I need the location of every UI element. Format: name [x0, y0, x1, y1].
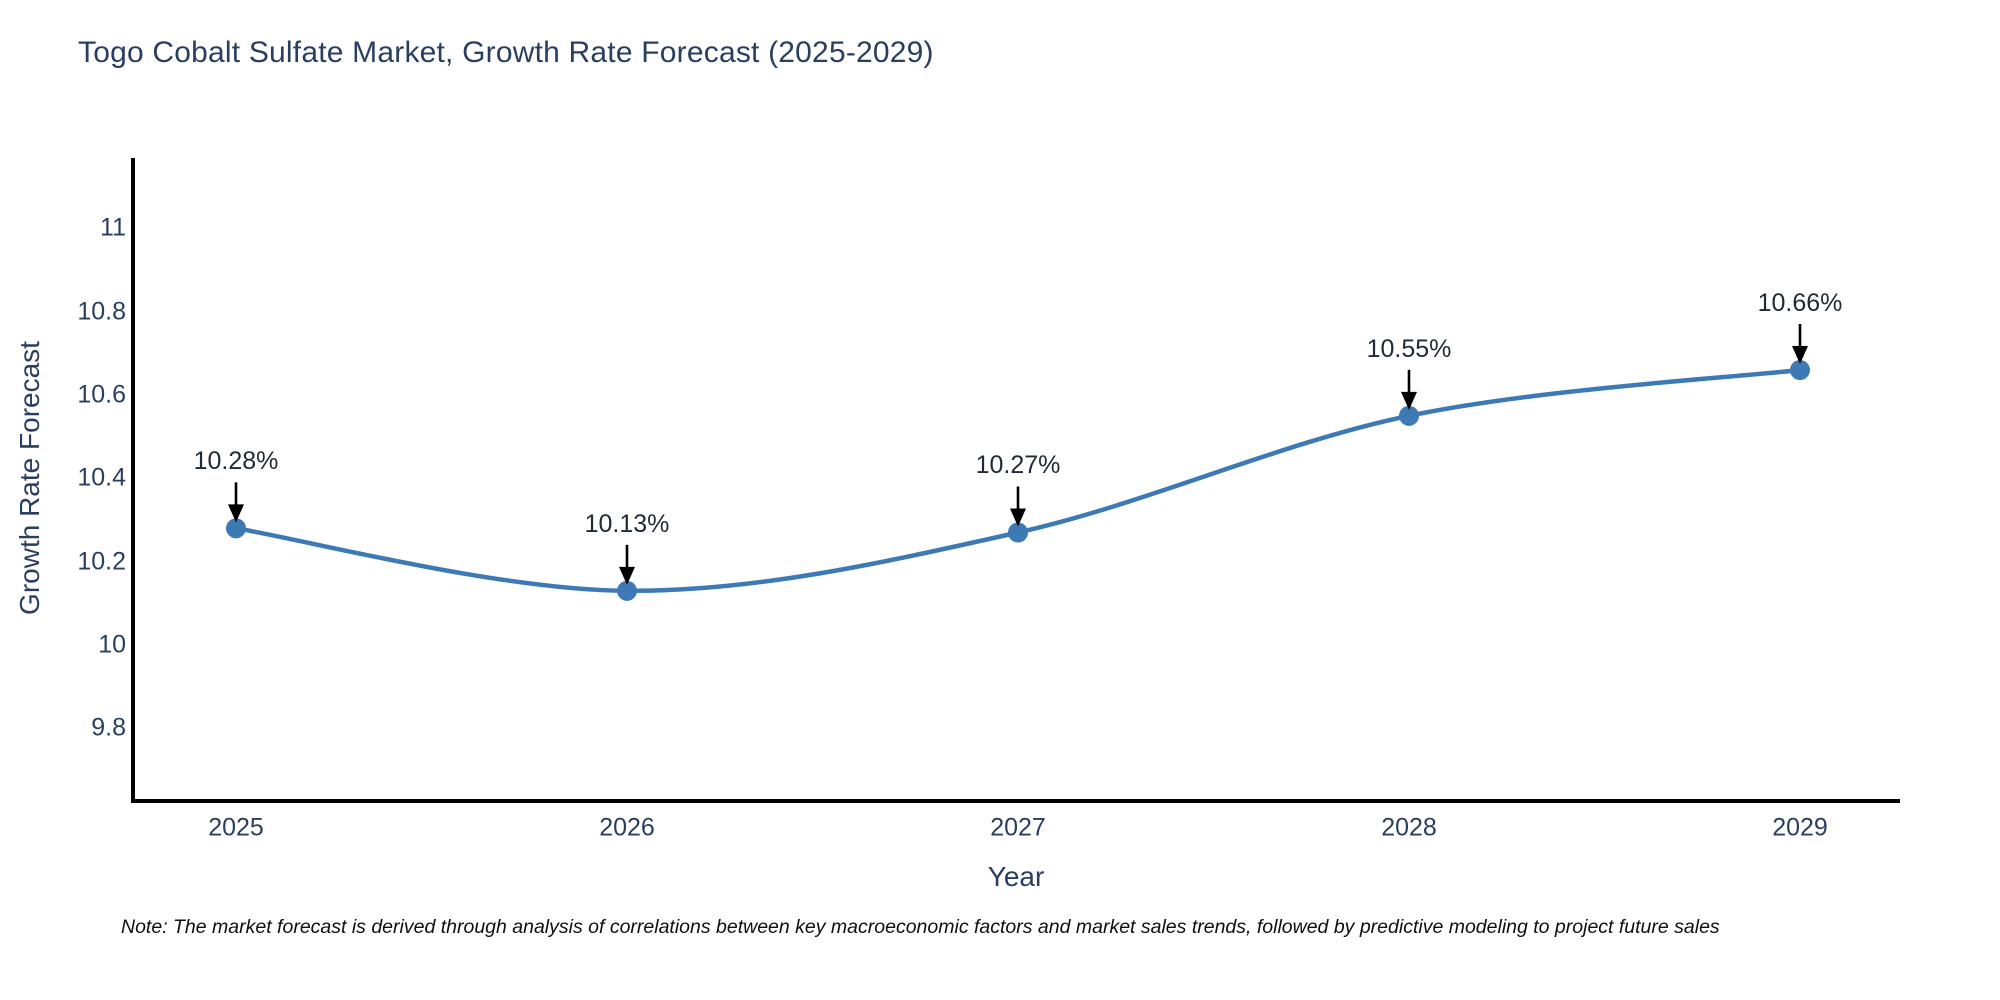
y-tick-label: 10.8	[77, 297, 126, 326]
x-axis-title: Year	[987, 861, 1045, 892]
point-annotation: 10.27%	[975, 451, 1061, 480]
point-marker[interactable]	[1008, 522, 1028, 543]
x-tick-label: 2027	[990, 813, 1046, 842]
x-tick-label: 2026	[599, 813, 655, 842]
y-tick-label: 10.4	[77, 463, 126, 492]
annotation-arrow-head	[1792, 345, 1808, 364]
footnote: Note: The market forecast is derived thr…	[121, 916, 1720, 938]
y-tick-label: 9.8	[91, 713, 126, 742]
y-tick-label: 10.6	[77, 380, 126, 409]
annotation-arrow-head	[1401, 391, 1417, 410]
point-annotation: 10.28%	[193, 447, 279, 476]
point-marker[interactable]	[226, 518, 246, 539]
y-tick-label: 10	[98, 630, 126, 659]
annotation-arrow-head	[228, 504, 244, 523]
point-annotation: 10.13%	[584, 509, 670, 538]
x-tick-label: 2029	[1772, 813, 1828, 842]
y-tick-label: 11	[100, 213, 126, 242]
annotation-arrow-head	[619, 566, 635, 585]
chart-title: Togo Cobalt Sulfate Market, Growth Rate …	[78, 36, 934, 69]
point-annotation: 10.66%	[1757, 288, 1843, 317]
point-annotation: 10.55%	[1366, 334, 1452, 363]
y-tick-label: 10.2	[77, 547, 126, 576]
x-tick-label: 2028	[1381, 813, 1437, 842]
point-marker[interactable]	[1399, 405, 1419, 426]
x-tick-label: 2025	[208, 813, 264, 842]
point-marker[interactable]	[617, 580, 637, 601]
point-marker[interactable]	[1790, 359, 1810, 380]
footnote-container: Note: The market forecast is derived thr…	[121, 916, 2000, 956]
annotation-arrow-head	[1010, 508, 1026, 527]
